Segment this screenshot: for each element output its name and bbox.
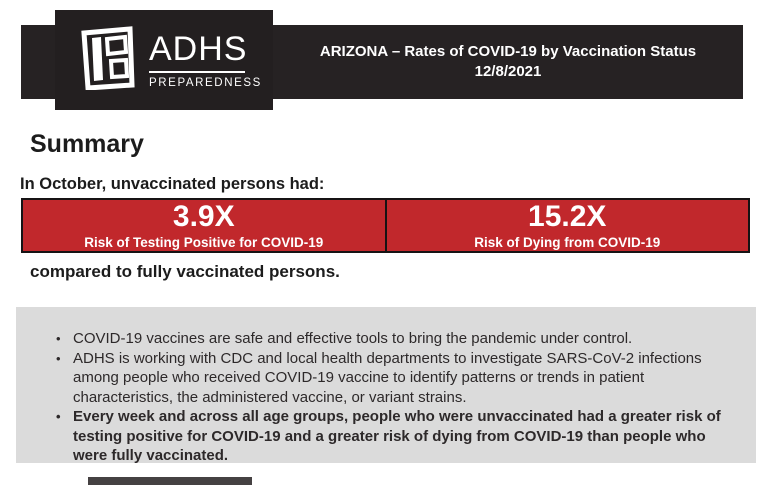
summary-intro: In October, unvaccinated persons had:	[20, 175, 325, 193]
page-title: ARIZONA – Rates of COVID-19 by Vaccinati…	[273, 25, 743, 99]
summary-heading: Summary	[30, 130, 144, 158]
risk-stat-table: 3.9X Risk of Testing Positive for COVID-…	[21, 198, 750, 253]
stat-testing-positive-label: Risk of Testing Positive for COVID-19	[84, 234, 324, 250]
bullet-adhs-cdc-investigation: ADHS is working with CDC and local healt…	[54, 349, 742, 408]
stat-testing-positive: 3.9X Risk of Testing Positive for COVID-…	[23, 200, 385, 251]
logo-subtitle: PREPAREDNESS	[149, 76, 262, 89]
bullet-vaccines-safe: COVID-19 vaccines are safe and effective…	[54, 329, 742, 349]
stat-dying-label: Risk of Dying from COVID-19	[474, 234, 661, 250]
key-points-list: COVID-19 vaccines are safe and effective…	[54, 329, 742, 466]
stat-dying: 15.2X Risk of Dying from COVID-19	[384, 200, 749, 251]
adhs-logo: ADHS PREPAREDNESS	[55, 10, 273, 110]
key-points-panel: COVID-19 vaccines are safe and effective…	[16, 307, 756, 466]
adhs-logo-icon	[75, 25, 137, 95]
stat-dying-value: 15.2X	[528, 200, 607, 234]
next-section-bar	[88, 477, 252, 485]
summary-outro: compared to fully vaccinated persons.	[30, 262, 340, 281]
bullet-weekly-risk: Every week and across all age groups, pe…	[54, 407, 742, 466]
logo-divider	[149, 70, 245, 73]
logo-brand: ADHS	[149, 29, 248, 68]
page-title-line2: 12/8/2021	[474, 63, 542, 80]
page-title-line1: ARIZONA – Rates of COVID-19 by Vaccinati…	[319, 43, 697, 60]
adhs-logo-text: ADHS PREPAREDNESS	[149, 32, 262, 89]
stat-testing-positive-value: 3.9X	[172, 200, 235, 234]
